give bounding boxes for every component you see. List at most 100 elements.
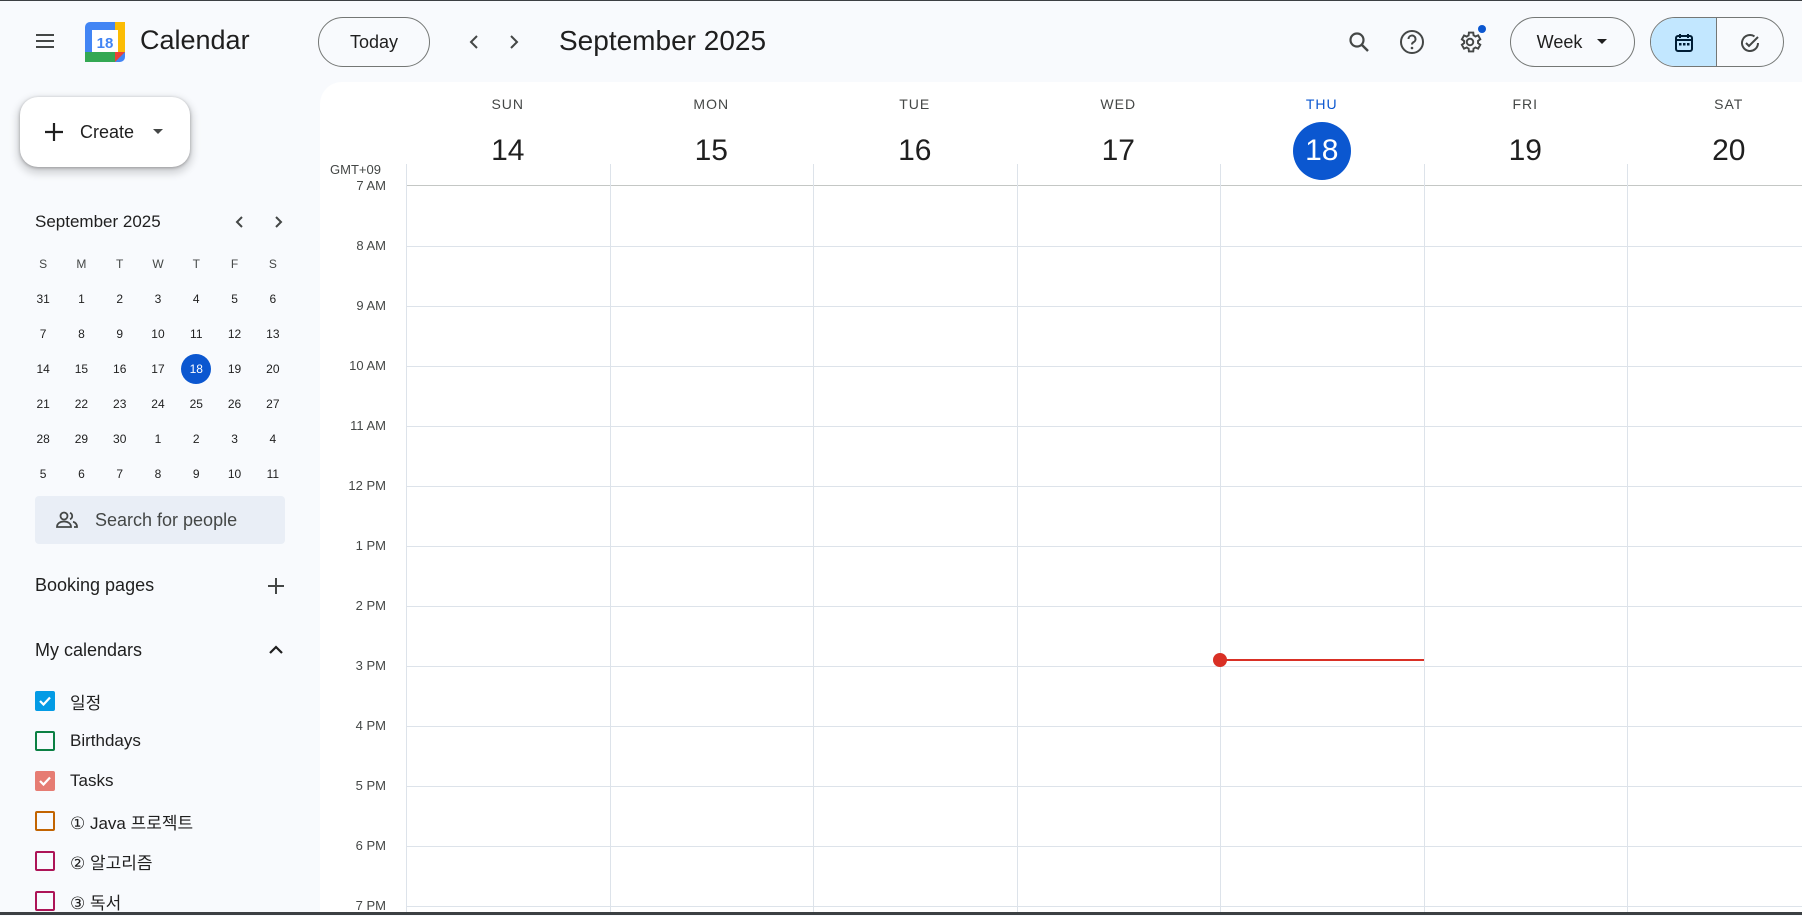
day-number[interactable]: 16 xyxy=(898,134,932,167)
mini-calendar-day[interactable]: 7 xyxy=(101,459,139,489)
window-bottom-border xyxy=(0,912,1802,915)
mini-calendar-day[interactable]: 17 xyxy=(139,354,177,384)
mini-calendar-day[interactable]: 28 xyxy=(24,424,62,454)
day-number[interactable]: 20 xyxy=(1712,134,1746,167)
mini-calendar-day[interactable]: 27 xyxy=(254,389,292,419)
day-header-tue: TUE 16 xyxy=(813,82,1017,187)
mini-calendar-day[interactable]: 30 xyxy=(101,424,139,454)
mini-calendar-day[interactable]: 16 xyxy=(101,354,139,384)
mini-calendar-day[interactable]: 1 xyxy=(62,284,100,314)
calendar-checkbox[interactable] xyxy=(35,691,55,711)
mini-calendar-weekday: T xyxy=(116,256,124,271)
calendar-list-item[interactable]: ① Java 프로젝트 xyxy=(35,806,193,836)
app-title: Calendar xyxy=(140,25,250,55)
mini-calendar-next-button[interactable] xyxy=(262,206,294,238)
view-selector[interactable]: Week xyxy=(1510,17,1635,67)
mini-calendar-day[interactable]: 7 xyxy=(24,319,62,349)
mini-calendar-day[interactable]: 10 xyxy=(215,459,253,489)
today-button[interactable]: Today xyxy=(318,17,430,67)
calendar-list-item[interactable]: ③ 독서 xyxy=(35,886,121,916)
hour-label: 1 PM xyxy=(355,538,386,553)
mini-calendar-day[interactable]: 3 xyxy=(215,424,253,454)
mini-calendar-day-number: 5 xyxy=(39,466,47,481)
mini-calendar-day[interactable]: 31 xyxy=(24,284,62,314)
mini-calendar-day[interactable]: 5 xyxy=(24,459,62,489)
mini-calendar-day-number: 6 xyxy=(269,291,277,306)
mini-calendar-day[interactable]: 4 xyxy=(254,424,292,454)
tasks-view-button[interactable] xyxy=(1717,18,1783,66)
settings-button[interactable] xyxy=(1450,22,1490,62)
calendar-checkbox[interactable] xyxy=(35,771,55,791)
next-week-button[interactable] xyxy=(494,22,534,62)
previous-week-button[interactable] xyxy=(454,22,494,62)
notification-dot xyxy=(1478,25,1486,33)
mini-calendar-day[interactable]: 21 xyxy=(24,389,62,419)
mini-calendar-day[interactable]: 18 xyxy=(177,353,215,384)
mini-calendar-day[interactable]: 3 xyxy=(139,284,177,314)
mini-calendar-day-number: 4 xyxy=(192,291,200,306)
mini-calendar-day[interactable]: 1 xyxy=(139,424,177,454)
mini-calendar-day[interactable]: 11 xyxy=(254,459,292,489)
mini-calendar-day[interactable]: 25 xyxy=(177,389,215,419)
mini-calendar-day[interactable]: 9 xyxy=(101,319,139,349)
day-number[interactable]: 14 xyxy=(491,134,525,167)
mini-calendar-day[interactable]: 9 xyxy=(177,459,215,489)
day-column-divider xyxy=(1423,164,1425,915)
mini-calendar-day[interactable]: 2 xyxy=(177,424,215,454)
calendar-checkbox[interactable] xyxy=(35,811,55,831)
mini-calendar-week: 7 8 9 10 11 12 13 xyxy=(24,316,292,351)
day-number[interactable]: 19 xyxy=(1508,134,1542,167)
mini-calendar-day[interactable]: 12 xyxy=(215,319,253,349)
calendar-logo[interactable]: 18 xyxy=(84,21,126,63)
create-button[interactable]: Create xyxy=(20,97,190,167)
mini-calendar-day-number: 7 xyxy=(39,326,47,341)
help-icon xyxy=(1400,30,1424,54)
mini-calendar-day[interactable]: 15 xyxy=(62,354,100,384)
mini-calendar-day[interactable]: 20 xyxy=(254,354,292,384)
mini-calendar-day[interactable]: 5 xyxy=(215,284,253,314)
mini-calendar-day-number: 22 xyxy=(74,396,89,411)
mini-calendar-day[interactable]: 6 xyxy=(254,284,292,314)
mini-calendar-day[interactable]: 22 xyxy=(62,389,100,419)
time-grid[interactable]: 7 AM 8 AM 9 AM 10 AM 11 AM 12 PM 1 PM 2 PM 3 PM 4… xyxy=(320,164,1802,915)
calendar-checkbox[interactable] xyxy=(35,891,55,911)
mini-calendar-day[interactable]: 14 xyxy=(24,354,62,384)
day-number[interactable]: 15 xyxy=(694,134,728,167)
mini-calendar-day[interactable]: 4 xyxy=(177,284,215,314)
calendar-view-button[interactable] xyxy=(1651,18,1717,66)
mini-calendar-day[interactable]: 29 xyxy=(62,424,100,454)
mini-calendar-day[interactable]: 11 xyxy=(177,319,215,349)
day-of-week: WED xyxy=(1100,96,1137,112)
mini-calendar-day[interactable]: 26 xyxy=(215,389,253,419)
day-number[interactable]: 18 xyxy=(1292,122,1351,180)
calendar-checkbox[interactable] xyxy=(35,851,55,871)
hour-label: 7 AM xyxy=(356,178,386,193)
mini-calendar-day[interactable]: 19 xyxy=(215,354,253,384)
header-divider xyxy=(406,185,1802,186)
mini-calendar-day[interactable]: 2 xyxy=(101,284,139,314)
help-button[interactable] xyxy=(1392,22,1432,62)
mini-calendar-day[interactable]: 8 xyxy=(62,319,100,349)
main-menu-button[interactable] xyxy=(25,21,65,61)
calendar-list-item[interactable]: Birthdays xyxy=(35,726,141,756)
search-button[interactable] xyxy=(1339,22,1379,62)
mini-calendar-day[interactable]: 8 xyxy=(139,459,177,489)
collapse-my-calendars-button[interactable] xyxy=(256,630,296,670)
mini-calendar-day[interactable]: 6 xyxy=(62,459,100,489)
mini-calendar-day[interactable]: 10 xyxy=(139,319,177,349)
mini-calendar-day[interactable]: 24 xyxy=(139,389,177,419)
calendar-name: ③ 독서 xyxy=(70,893,122,913)
calendar-list-item[interactable]: Tasks xyxy=(35,766,113,796)
mini-calendar-day[interactable]: 13 xyxy=(254,319,292,349)
day-number[interactable]: 17 xyxy=(1101,134,1135,167)
mini-calendar-prev-button[interactable] xyxy=(224,206,256,238)
calendar-checkbox[interactable] xyxy=(35,731,55,751)
calendar-name: 일정 xyxy=(70,693,102,713)
search-people-input[interactable]: Search for people xyxy=(35,496,285,544)
add-booking-page-button[interactable] xyxy=(256,566,296,606)
calendar-list-item[interactable]: ② 알고리즘 xyxy=(35,846,153,876)
hour-gridline xyxy=(406,666,1802,667)
calendar-list-item[interactable]: 일정 xyxy=(35,686,101,716)
mini-calendar-day[interactable]: 23 xyxy=(101,389,139,419)
mini-calendar-day-number: 30 xyxy=(113,431,127,446)
